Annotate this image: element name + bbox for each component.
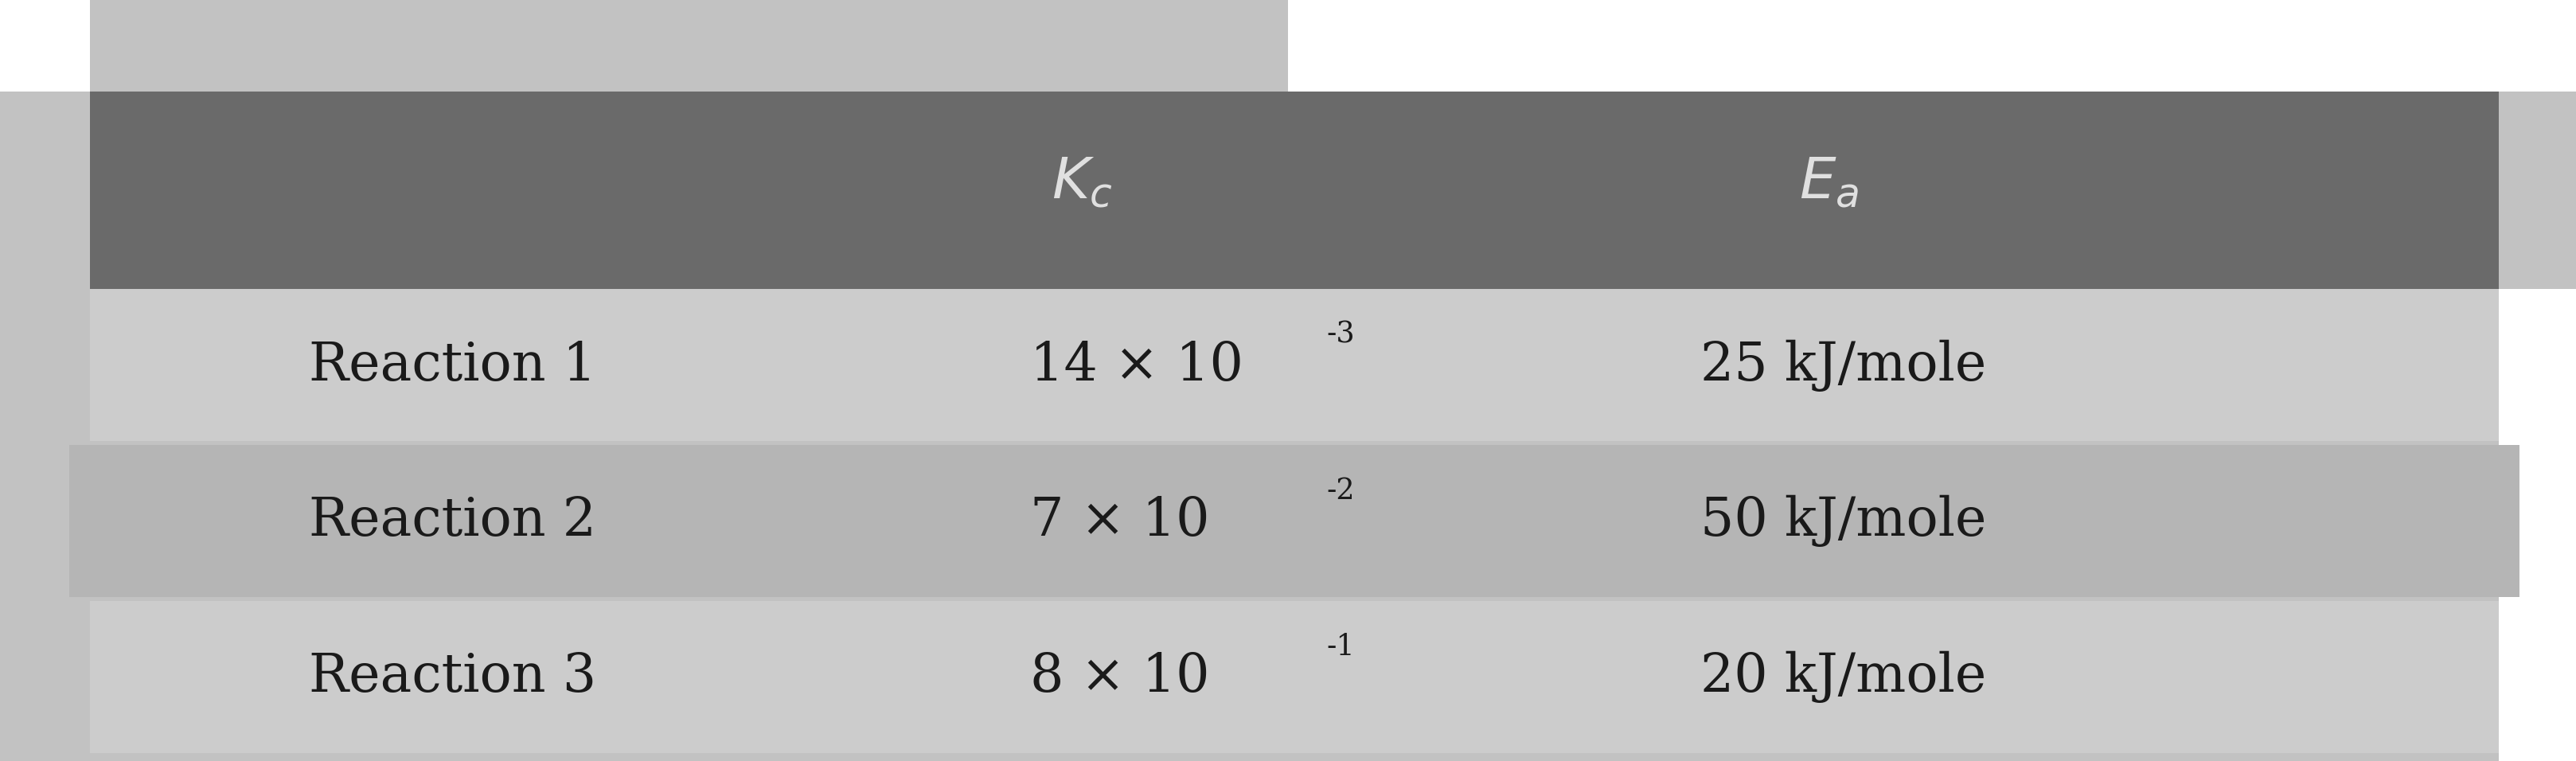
Text: 25 kJ/mole: 25 kJ/mole: [1700, 339, 1986, 391]
Text: -3: -3: [1327, 320, 1355, 349]
Bar: [90, 289, 2499, 441]
Text: -1: -1: [1327, 632, 1355, 661]
Bar: [90, 91, 2499, 289]
Text: Reaction 3: Reaction 3: [309, 651, 598, 703]
Text: $E_a$: $E_a$: [1798, 155, 1860, 210]
Bar: [70, 445, 2519, 597]
Text: 7 × 10: 7 × 10: [1030, 495, 1211, 547]
Text: $K_c$: $K_c$: [1051, 155, 1113, 210]
Bar: [90, 601, 2499, 753]
Text: Reaction 2: Reaction 2: [309, 495, 598, 547]
Text: 50 kJ/mole: 50 kJ/mole: [1700, 495, 1986, 547]
Bar: [1288, 0, 2576, 91]
Text: -2: -2: [1327, 476, 1355, 505]
Text: 8 × 10: 8 × 10: [1030, 651, 1211, 703]
Text: 20 kJ/mole: 20 kJ/mole: [1700, 651, 1986, 703]
Text: 14 × 10: 14 × 10: [1030, 339, 1244, 391]
Bar: [2499, 289, 2576, 761]
Bar: [0, 0, 90, 91]
Text: Reaction 1: Reaction 1: [309, 339, 598, 391]
